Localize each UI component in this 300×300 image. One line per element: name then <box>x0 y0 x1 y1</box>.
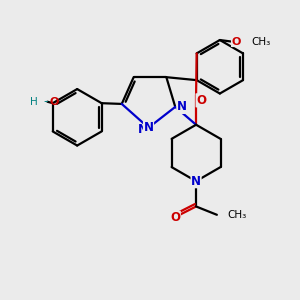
Text: N: N <box>143 121 154 134</box>
Text: O: O <box>232 37 241 46</box>
Text: H: H <box>30 97 38 107</box>
Text: O: O <box>170 211 180 224</box>
Text: CH₃: CH₃ <box>227 210 247 220</box>
Text: N: N <box>177 100 187 113</box>
Text: N: N <box>191 175 201 188</box>
Text: N: N <box>191 175 201 188</box>
Text: O: O <box>196 94 206 107</box>
Text: N: N <box>177 100 187 113</box>
Text: O: O <box>232 37 241 46</box>
Text: O: O <box>170 211 180 224</box>
Text: -: - <box>43 95 47 108</box>
Text: O: O <box>50 97 59 107</box>
Text: O: O <box>196 94 206 107</box>
Text: CH₃: CH₃ <box>251 37 270 46</box>
Text: N: N <box>138 123 148 136</box>
